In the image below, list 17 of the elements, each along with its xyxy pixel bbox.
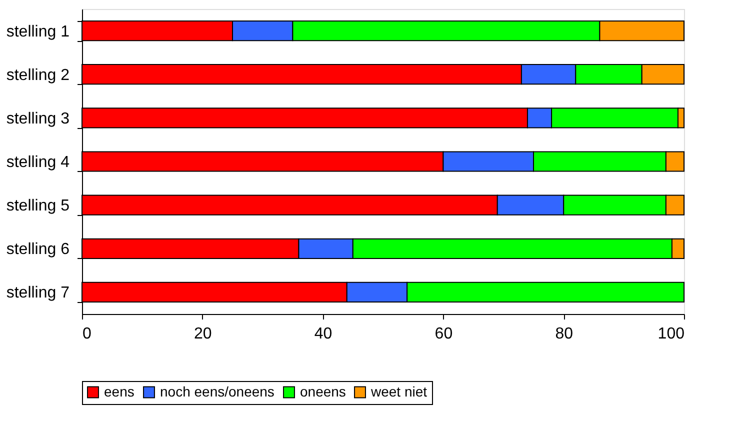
legend-label: eens — [104, 383, 134, 400]
y-tick-label: stelling 6 — [6, 241, 70, 258]
y-tick-label: stelling 3 — [6, 110, 70, 128]
x-tick-label: 80 — [555, 326, 574, 342]
y-tick-label: stelling 1 — [6, 23, 70, 40]
y-tick-label: stelling 4 — [6, 154, 70, 171]
y-tick-label: stelling 7 — [6, 284, 70, 302]
legend-label: noch eens/oneens — [160, 383, 274, 400]
x-tick-label: 0 — [82, 326, 92, 342]
legend-label: oneens — [300, 383, 346, 400]
y-tick-label: stelling 2 — [6, 66, 70, 84]
y-tick-label: stelling 5 — [6, 198, 70, 215]
legend-label: weet niet — [370, 383, 428, 400]
x-tick-label: 40 — [314, 326, 332, 342]
x-tick-label: 60 — [434, 326, 453, 342]
x-tick-label: 100 — [658, 326, 685, 342]
x-tick-label: 20 — [194, 326, 212, 342]
